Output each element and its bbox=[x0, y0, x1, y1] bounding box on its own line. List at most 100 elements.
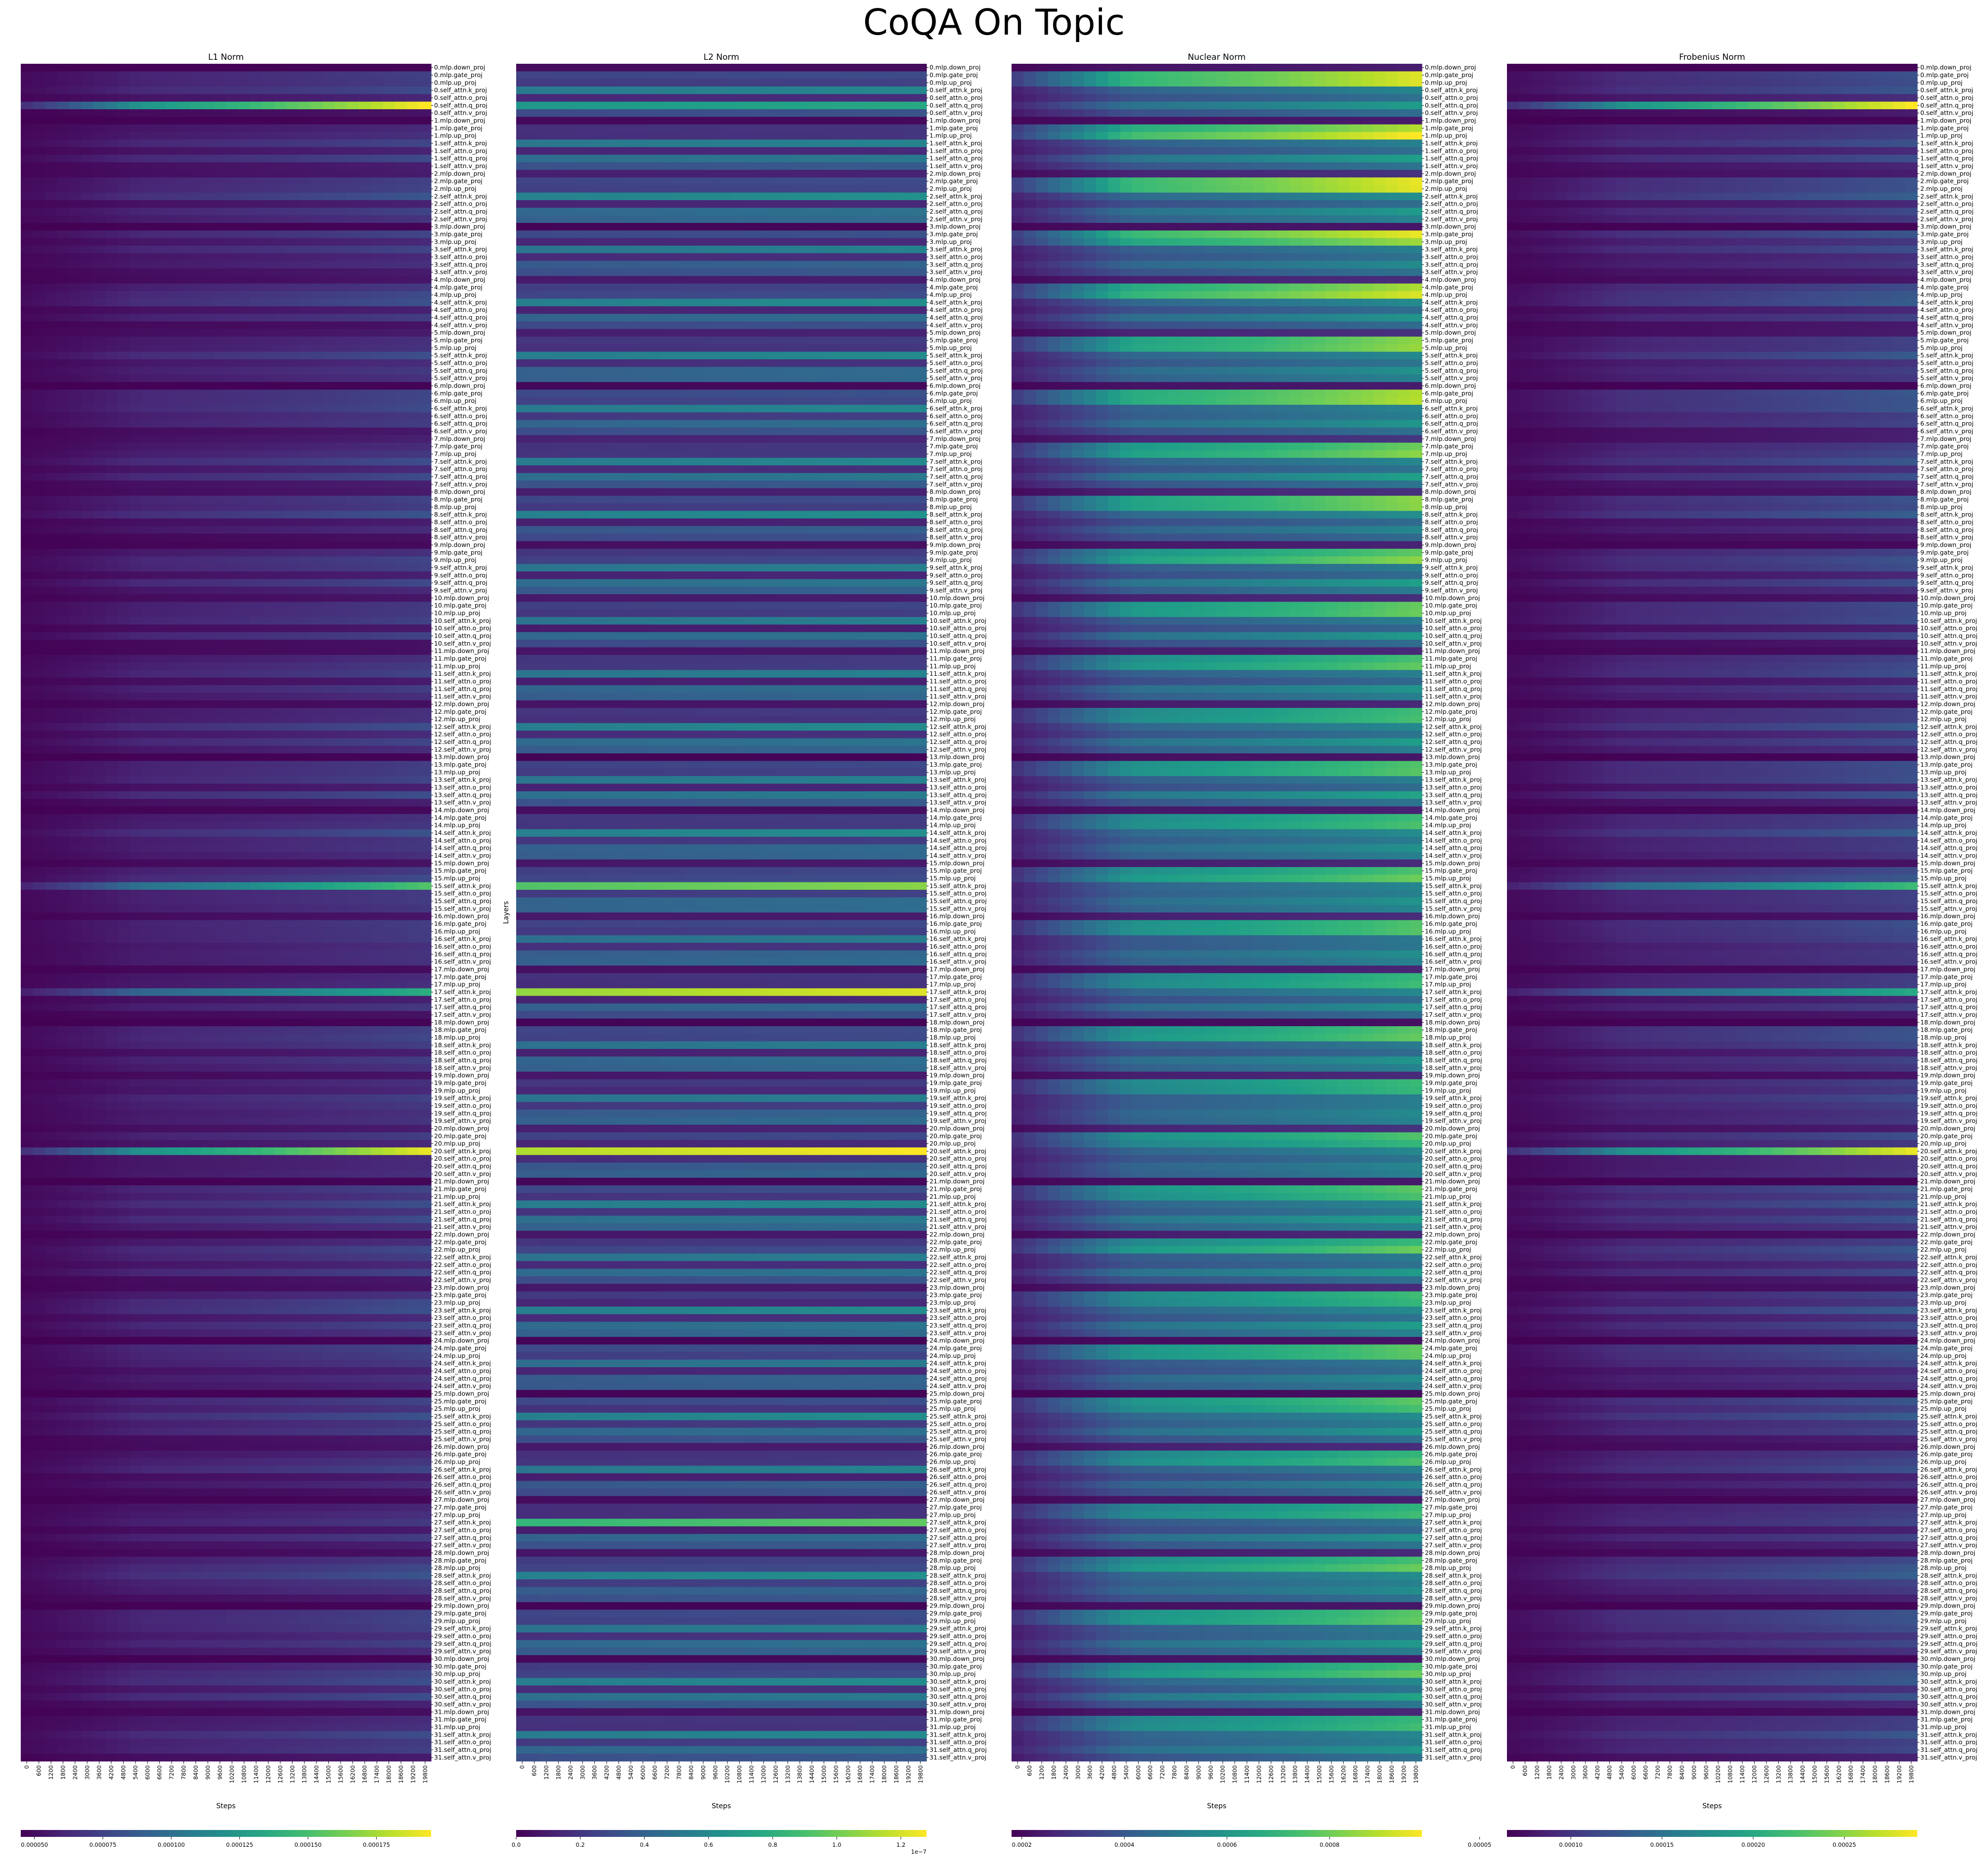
heatmap-cell bbox=[286, 586, 299, 595]
heatmap-cell bbox=[57, 844, 70, 852]
y-tick-label: 13.self_attn.o_proj bbox=[434, 783, 491, 791]
heatmap-cell bbox=[202, 154, 215, 163]
heatmap-cell bbox=[153, 731, 166, 739]
heatmap-cell bbox=[383, 731, 396, 739]
heatmap-cell bbox=[177, 245, 190, 254]
y-tick-label: 3.mlp.down_proj bbox=[434, 223, 485, 230]
heatmap-cell bbox=[44, 761, 57, 769]
heatmap-cell bbox=[117, 670, 130, 678]
heatmap-cell bbox=[141, 745, 154, 754]
heatmap-cell bbox=[407, 654, 420, 663]
heatmap-cell bbox=[44, 109, 57, 117]
heatmap-cell bbox=[57, 313, 70, 322]
heatmap-cell bbox=[33, 382, 45, 390]
heatmap-cell bbox=[395, 814, 407, 822]
heatmap-cell bbox=[370, 200, 383, 208]
heatmap-cell bbox=[262, 170, 275, 178]
heatmap-cell bbox=[93, 1064, 106, 1072]
heatmap-cell bbox=[395, 1048, 407, 1057]
y-tick-label: 9.mlp.gate_proj bbox=[434, 549, 483, 556]
heatmap-cell bbox=[33, 874, 45, 883]
heatmap-cell bbox=[419, 458, 432, 466]
heatmap-cell bbox=[189, 313, 202, 322]
heatmap-cell bbox=[177, 1071, 190, 1080]
heatmap-cell bbox=[44, 1079, 57, 1087]
heatmap-cell bbox=[33, 533, 45, 542]
heatmap-cell bbox=[33, 397, 45, 405]
heatmap-cell bbox=[44, 480, 57, 488]
heatmap-cell bbox=[286, 913, 299, 920]
heatmap-cell bbox=[419, 86, 432, 94]
heatmap-cell bbox=[57, 685, 70, 693]
heatmap-cell bbox=[310, 313, 323, 322]
heatmap-cell bbox=[153, 276, 166, 284]
heatmap-cell bbox=[81, 654, 94, 663]
heatmap-cell bbox=[214, 299, 226, 306]
heatmap-cell bbox=[358, 957, 371, 966]
heatmap-cell bbox=[165, 1102, 178, 1110]
heatmap-cell bbox=[262, 230, 275, 238]
heatmap-cell bbox=[57, 556, 70, 565]
heatmap-cell bbox=[274, 677, 287, 686]
heatmap-cell bbox=[69, 299, 82, 306]
heatmap-cell bbox=[214, 208, 226, 216]
heatmap-cell bbox=[322, 1102, 335, 1110]
heatmap-cell bbox=[202, 473, 215, 481]
heatmap-cell bbox=[93, 495, 106, 504]
heatmap-cell bbox=[407, 321, 420, 329]
heatmap-cell bbox=[322, 564, 335, 572]
heatmap-cell bbox=[262, 549, 275, 557]
heatmap-cell bbox=[226, 814, 239, 822]
heatmap-cell bbox=[358, 814, 371, 822]
heatmap-cell bbox=[57, 980, 70, 989]
heatmap-cell bbox=[238, 283, 251, 292]
heatmap-cell bbox=[370, 844, 383, 852]
heatmap-cell bbox=[81, 927, 94, 936]
y-tick-label: 13.mlp.up_proj bbox=[434, 768, 480, 776]
heatmap-cell bbox=[347, 185, 359, 193]
heatmap-cell bbox=[69, 465, 82, 474]
heatmap-cell bbox=[105, 1003, 118, 1011]
heatmap-cell bbox=[395, 109, 407, 117]
heatmap-cell bbox=[347, 943, 359, 951]
heatmap-cell bbox=[407, 465, 420, 474]
heatmap-cell bbox=[93, 586, 106, 595]
heatmap-cell bbox=[383, 276, 396, 284]
heatmap-cell bbox=[69, 367, 82, 375]
heatmap-cell bbox=[177, 662, 190, 670]
heatmap-cell bbox=[334, 359, 347, 367]
heatmap-cell bbox=[286, 283, 299, 292]
heatmap-cell bbox=[33, 1071, 45, 1080]
heatmap-cell bbox=[298, 579, 311, 587]
heatmap-cell bbox=[44, 738, 57, 746]
heatmap-cell bbox=[153, 677, 166, 686]
heatmap-cell bbox=[310, 632, 323, 640]
heatmap-cell bbox=[202, 950, 215, 958]
heatmap-cell bbox=[298, 336, 311, 345]
heatmap-cell bbox=[298, 283, 311, 292]
heatmap-cell bbox=[274, 94, 287, 102]
heatmap-cell bbox=[334, 344, 347, 352]
heatmap-cell bbox=[44, 344, 57, 352]
heatmap-cell bbox=[165, 564, 178, 572]
heatmap-cell bbox=[165, 488, 178, 496]
heatmap-cell bbox=[407, 367, 420, 375]
heatmap-cell bbox=[407, 351, 420, 360]
heatmap-cell bbox=[21, 783, 34, 792]
heatmap-cell bbox=[153, 488, 166, 496]
heatmap-cell bbox=[105, 412, 118, 420]
y-tick-label: 16.self_attn.v_proj bbox=[434, 958, 491, 965]
heatmap-cell bbox=[81, 890, 94, 898]
heatmap-cell bbox=[419, 299, 432, 306]
heatmap-cell bbox=[129, 594, 142, 602]
heatmap-cell bbox=[286, 783, 299, 792]
heatmap-cell bbox=[141, 685, 154, 693]
heatmap-cell bbox=[383, 511, 396, 519]
heatmap-cell bbox=[202, 927, 215, 936]
heatmap-cell bbox=[81, 897, 94, 906]
heatmap-cell bbox=[226, 253, 239, 261]
heatmap-cell bbox=[214, 927, 226, 936]
heatmap-cell bbox=[238, 957, 251, 966]
heatmap-cell bbox=[129, 670, 142, 678]
heatmap-cell bbox=[117, 957, 130, 966]
